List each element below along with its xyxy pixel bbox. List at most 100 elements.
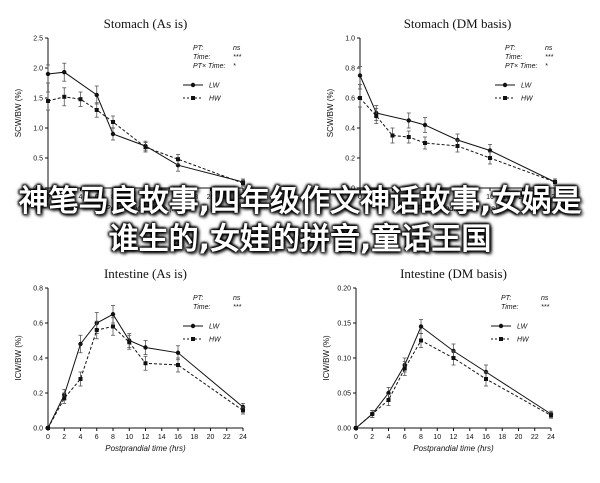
x-axis-title: Postprandial time (hrs) — [417, 204, 498, 213]
x-tick-label: 0 — [354, 434, 358, 441]
data-point-hw — [111, 120, 115, 124]
y-tick-label: 0.2 — [345, 156, 355, 163]
stat-value: * — [545, 63, 548, 70]
stat-label: Time: — [505, 54, 522, 61]
data-point-hw — [241, 181, 245, 186]
x-tick-label: 6 — [95, 194, 99, 201]
data-point-hw — [78, 97, 83, 102]
stat-label: Time: — [193, 304, 210, 311]
data-point-lw — [110, 312, 116, 317]
data-point-lw — [418, 324, 424, 329]
stat-label: PT: — [505, 45, 515, 52]
x-tick-label: 0 — [46, 434, 50, 441]
data-point-hw — [143, 361, 148, 366]
x-tick-label: 6 — [407, 194, 411, 201]
x-tick-label: 14 — [158, 434, 166, 441]
data-point-lw — [110, 131, 116, 137]
x-tick-label: 8 — [111, 194, 115, 201]
x-tick-label: 16 — [174, 434, 182, 441]
legend-label-hw: HW — [209, 96, 222, 103]
series-line-lw — [359, 75, 556, 183]
chart-title: Intestine (As is) — [104, 266, 187, 281]
data-point-hw — [111, 324, 115, 329]
stat-label: PT× Time: — [505, 63, 537, 70]
x-tick-label: 10 — [125, 434, 133, 441]
x-tick-label: 4 — [391, 194, 395, 201]
x-tick-label: 12 — [454, 194, 462, 201]
data-point-hw — [488, 156, 492, 160]
data-point-hw — [127, 340, 132, 345]
y-tick-label: 0.15 — [337, 321, 351, 328]
y-tick-label: 0.6 — [33, 321, 43, 328]
stat-value: * — [233, 63, 236, 70]
x-tick-label: 24 — [239, 194, 247, 201]
y-tick-label: 0.4 — [345, 126, 355, 133]
stat-value: *** — [233, 54, 241, 61]
x-tick-label: 14 — [470, 194, 478, 201]
chart-title: Intestine (DM basis) — [400, 266, 507, 281]
legend-marker-lw — [498, 323, 504, 329]
series-line-hw — [47, 96, 244, 184]
stat-label: PT× Time: — [193, 63, 225, 70]
x-tick-label: 20 — [207, 194, 215, 201]
data-point-hw — [62, 94, 67, 99]
data-point-hw — [370, 412, 375, 416]
data-point-hw — [358, 96, 362, 100]
data-point-hw — [549, 413, 553, 418]
x-tick-label: 14 — [466, 434, 474, 441]
legend-label-hw: HW — [521, 96, 534, 103]
x-tick-label: 16 — [486, 194, 494, 201]
data-point-lw — [45, 71, 51, 77]
x-axis-title: Postprandial time (hrs) — [413, 444, 494, 453]
data-point-hw — [62, 396, 67, 401]
x-tick-label: 2 — [62, 194, 66, 201]
x-tick-label: 16 — [174, 194, 182, 201]
stat-label: PT: — [193, 45, 203, 52]
stat-value: ns — [545, 45, 553, 52]
legend-marker-lw — [502, 82, 508, 88]
stat-label: Time: — [193, 54, 210, 61]
y-tick-label: 0.2 — [33, 391, 43, 398]
y-tick-label: 2.0 — [33, 66, 43, 73]
data-point-hw — [94, 108, 99, 112]
y-tick-label: 1.5 — [33, 96, 43, 103]
data-point-hw — [390, 133, 395, 138]
data-point-hw — [374, 114, 379, 118]
legend-label-lw: LW — [209, 324, 221, 331]
data-point-hw — [78, 377, 83, 381]
x-tick-label: 10 — [437, 194, 445, 201]
data-point-hw — [419, 338, 423, 343]
x-tick-label: 10 — [125, 194, 133, 201]
x-tick-label: 0 — [358, 194, 362, 201]
x-tick-label: 12 — [142, 434, 150, 441]
data-point-lw — [357, 73, 363, 78]
legend-label-lw: LW — [521, 83, 533, 90]
x-tick-label: 4 — [387, 434, 391, 441]
data-point-lw — [78, 341, 83, 347]
y-tick-label: 0.8 — [345, 66, 355, 73]
y-axis-title: SCW/BW (%) — [326, 88, 335, 137]
data-point-hw — [46, 99, 50, 103]
x-tick-label: 18 — [190, 434, 198, 441]
x-tick-label: 8 — [111, 434, 115, 441]
x-tick-label: 4 — [79, 194, 83, 201]
stat-value: *** — [541, 304, 549, 311]
chart-panel-4: Intestine (DM basis) 0.00 0.05 0.10 0.15 0.20… — [322, 266, 555, 453]
x-tick-label: 22 — [223, 194, 231, 201]
y-tick-label: 1.0 — [345, 36, 355, 43]
stat-value: ns — [233, 45, 241, 52]
legend-marker-hw — [191, 337, 195, 341]
data-point-lw — [143, 345, 148, 350]
y-axis-title: ICW/BW (%) — [14, 335, 23, 381]
x-tick-label: 22 — [223, 434, 231, 441]
legend-marker-hw — [499, 337, 503, 341]
chart-panel-3: Intestine (As is)0.00.20.40.60.80 2 4 6 8 10 1… — [14, 266, 247, 453]
y-tick-label: 0.05 — [337, 391, 351, 398]
chart-title: Stomach (As is) — [104, 16, 188, 31]
legend-label-hw: HW — [517, 337, 530, 344]
data-point-hw — [176, 157, 180, 162]
data-point-hw — [423, 141, 427, 145]
x-tick-label: 12 — [142, 194, 150, 201]
data-point-hw — [553, 180, 557, 184]
